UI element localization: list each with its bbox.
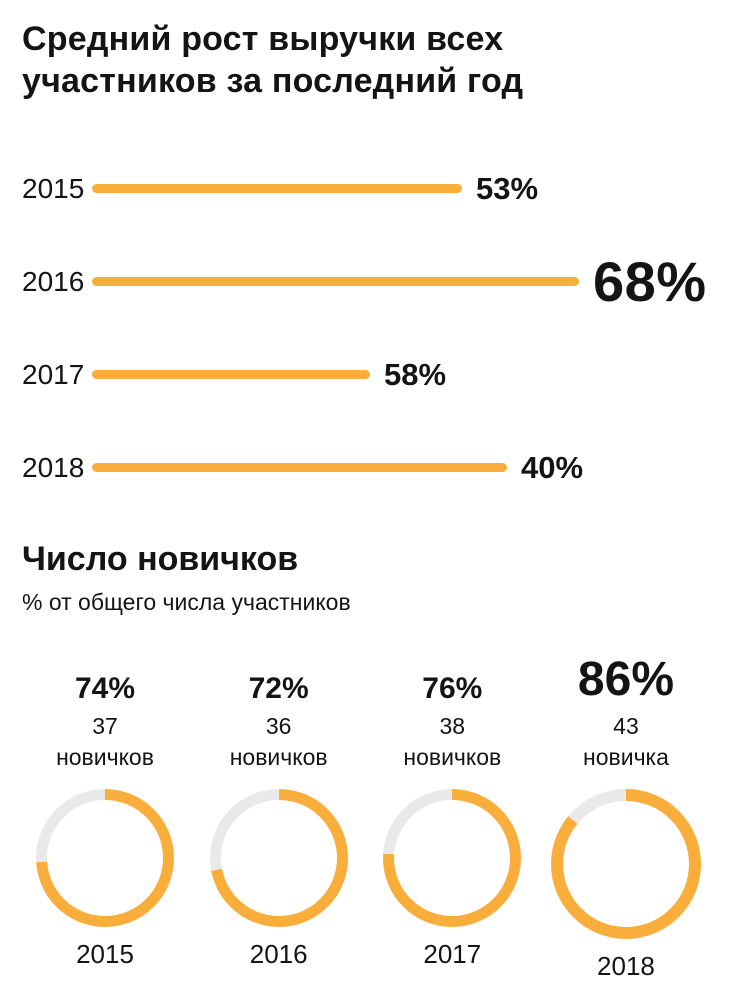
bar-value-label: 58% — [384, 356, 447, 392]
donut-pct-label: 86% — [577, 653, 674, 707]
donut-ring — [550, 788, 701, 939]
bar-value-label: 53% — [476, 170, 539, 206]
bar — [92, 184, 462, 194]
donut-pct-label: 74% — [74, 672, 136, 706]
donut-ring — [383, 788, 522, 927]
donut-count: 43 — [613, 713, 639, 740]
donut-pct-label: 76% — [422, 672, 483, 706]
bar-chart-title: Средний рост выручки всех участников за … — [22, 20, 524, 101]
bar — [92, 277, 579, 287]
donut-hole — [562, 800, 689, 927]
donut-count-word: новичков — [56, 743, 154, 770]
bar — [92, 463, 507, 473]
donut-section-subtitle: % от общего числа участников — [22, 589, 351, 616]
bar — [92, 370, 370, 380]
donut-column: 74% 37 новичков 2015 — [22, 646, 188, 969]
donut-column: 76% 38 новичков 2017 — [369, 646, 535, 969]
infographic-page: Средний рост выручки всех участников за … — [22, 18, 709, 982]
donut-count: 36 — [265, 713, 292, 740]
bar-value-label: 40% — [521, 449, 584, 485]
bar-chart: 2015 53% 2016 68% 2017 58% 2018 40% — [22, 142, 709, 514]
donut-year-label: 2015 — [76, 938, 134, 969]
donut-pct-area: 76% — [422, 646, 482, 704]
bar-value-label: 68% — [593, 250, 707, 314]
donut-count-word: новичков — [229, 743, 328, 770]
donut-pct-area: 74% — [75, 646, 135, 704]
donut-ring — [36, 788, 174, 927]
bar-row: 2017 58% — [22, 328, 709, 421]
bar-year-label: 2016 — [22, 265, 85, 297]
bar-row: 2018 40% — [22, 421, 709, 514]
donut-year-label: 2017 — [423, 938, 482, 969]
donut-ring — [209, 788, 348, 927]
donut-year-label: 2018 — [597, 950, 655, 981]
donut-column: 72% 36 новичков 2016 — [196, 646, 362, 969]
donut-year-label: 2016 — [249, 938, 308, 969]
donut-hole — [394, 799, 511, 916]
bar-year-label: 2017 — [22, 358, 85, 390]
bar-year-label: 2015 — [22, 172, 85, 204]
donut-count: 38 — [439, 713, 466, 740]
donut-pct-label: 72% — [248, 672, 309, 706]
donut-hole — [47, 799, 163, 916]
donut-count-word: новичка — [583, 743, 669, 770]
bar-row: 2016 68% — [22, 235, 709, 328]
bar-year-label: 2018 — [22, 451, 85, 483]
donut-pct-area: 72% — [249, 646, 309, 704]
donut-section-title: Число новичков — [22, 540, 299, 579]
bar-row: 2015 53% — [22, 142, 709, 235]
donut-pct-area: 86% — [578, 646, 674, 704]
donut-column: 86% 43 новичка 2018 — [543, 646, 709, 981]
donut-grid: 74% 37 новичков 2015 72% 36 новичков 2016 76% 38 н… — [22, 646, 709, 981]
donut-count: 37 — [92, 713, 118, 740]
donut-hole — [220, 799, 337, 916]
donut-count-word: новичков — [403, 743, 502, 770]
